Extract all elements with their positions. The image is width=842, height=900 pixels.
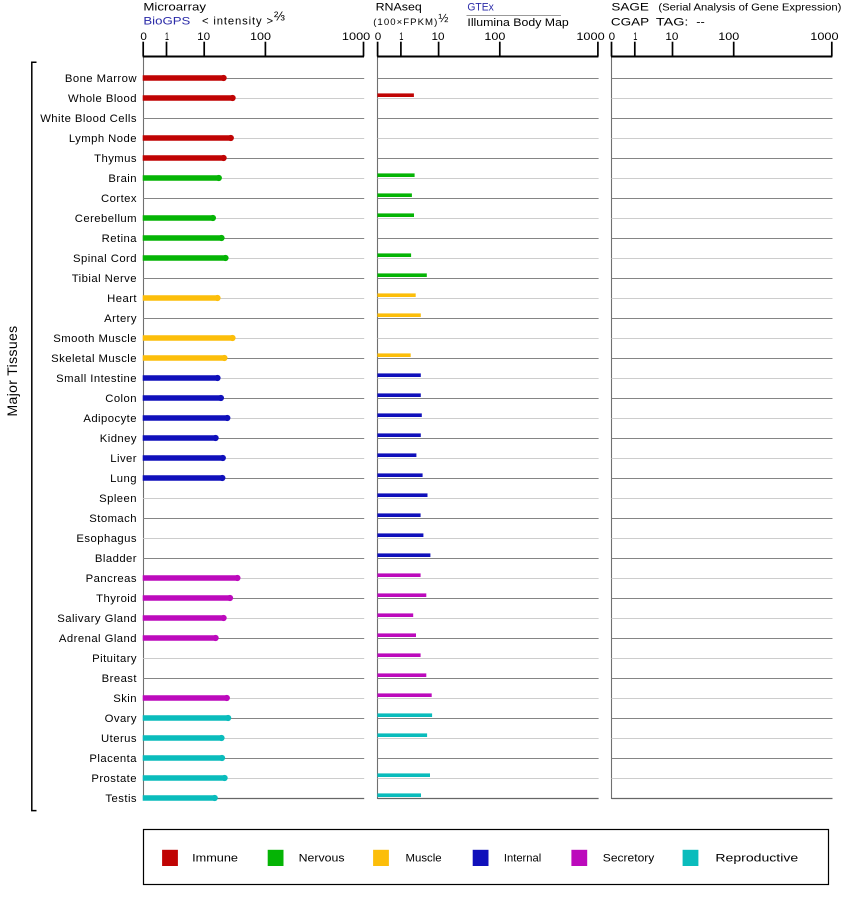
svg-text:--: -- [696,17,705,29]
svg-text:Bone Marrow: Bone Marrow [65,73,138,85]
svg-text:Tibial Nerve: Tibial Nerve [72,273,137,285]
svg-text:Whole Blood: Whole Blood [68,93,137,105]
svg-text:Lymph Node: Lymph Node [69,133,137,145]
svg-text:Ovary: Ovary [105,713,137,725]
svg-text:Heart: Heart [107,293,137,305]
svg-text:Stomach: Stomach [89,513,137,525]
svg-text:1000: 1000 [576,31,604,43]
svg-text:(Serial Analysis of Gene Expre: (Serial Analysis of Gene Expression) [658,3,841,14]
svg-text:Internal: Internal [504,852,541,864]
svg-text:100: 100 [484,31,505,43]
svg-text:Colon: Colon [105,393,137,405]
svg-text:10: 10 [665,31,678,43]
svg-text:Lung: Lung [110,473,137,485]
svg-text:TAG:: TAG: [656,17,689,29]
svg-text:0: 0 [375,31,382,43]
svg-text:Microarray: Microarray [143,2,206,14]
svg-text:RNAseq: RNAseq [376,2,422,14]
svg-text:Muscle: Muscle [406,852,442,864]
svg-text:Secretory: Secretory [603,852,655,864]
svg-text:Adipocyte: Adipocyte [83,413,137,425]
svg-text:Skin: Skin [113,693,137,705]
svg-text:100: 100 [718,31,739,43]
svg-text:Esophagus: Esophagus [76,533,137,545]
svg-text:Placenta: Placenta [89,753,137,765]
svg-text:GTEx: GTEx [467,1,494,13]
svg-text:Spinal Cord: Spinal Cord [73,253,137,265]
svg-text:Nervous: Nervous [299,852,345,864]
svg-text:Immune: Immune [192,852,238,864]
svg-text:1000: 1000 [810,31,838,43]
svg-text:100: 100 [250,31,271,43]
svg-text:Thymus: Thymus [94,153,137,165]
svg-text:SAGE: SAGE [611,2,649,14]
svg-text:10: 10 [197,31,210,43]
svg-text:Major Tissues: Major Tissues [4,326,20,417]
svg-text:Artery: Artery [104,313,137,325]
svg-text:BioGPS: BioGPS [143,15,190,27]
svg-text:< intensity >⅔: < intensity >⅔ [202,8,285,27]
svg-text:0: 0 [140,31,147,43]
svg-text:Retina: Retina [102,233,138,245]
svg-text:1: 1 [165,31,169,43]
svg-text:Adrenal Gland: Adrenal Gland [59,633,137,645]
svg-text:Thyroid: Thyroid [96,593,137,605]
svg-text:White Blood Cells: White Blood Cells [40,113,137,125]
svg-text:Prostate: Prostate [91,773,137,785]
svg-text:Cortex: Cortex [101,193,137,205]
svg-text:Liver: Liver [110,453,137,465]
svg-text:0: 0 [609,31,616,43]
svg-text:Bladder: Bladder [95,553,137,565]
svg-text:Pancreas: Pancreas [86,573,137,585]
svg-text:1: 1 [399,31,403,43]
svg-text:10: 10 [432,31,445,43]
svg-text:Kidney: Kidney [100,433,137,445]
svg-text:Pituitary: Pituitary [92,653,137,665]
svg-text:Small Intestine: Small Intestine [56,373,137,385]
svg-text:Illumina Body Map: Illumina Body Map [467,17,568,29]
svg-text:Salivary Gland: Salivary Gland [57,613,137,625]
svg-text:Cerebellum: Cerebellum [75,213,137,225]
svg-text:Brain: Brain [108,173,137,185]
svg-text:Smooth Muscle: Smooth Muscle [53,333,137,345]
svg-text:Testis: Testis [105,793,137,805]
svg-text:Reproductive: Reproductive [715,852,798,864]
svg-text:Spleen: Spleen [99,493,137,505]
svg-text:Uterus: Uterus [101,733,137,745]
svg-text:1: 1 [633,31,637,43]
svg-text:Skeletal Muscle: Skeletal Muscle [51,353,137,365]
svg-text:Breast: Breast [102,673,138,685]
svg-text:1000: 1000 [342,31,370,43]
svg-text:CGAP: CGAP [611,17,649,29]
